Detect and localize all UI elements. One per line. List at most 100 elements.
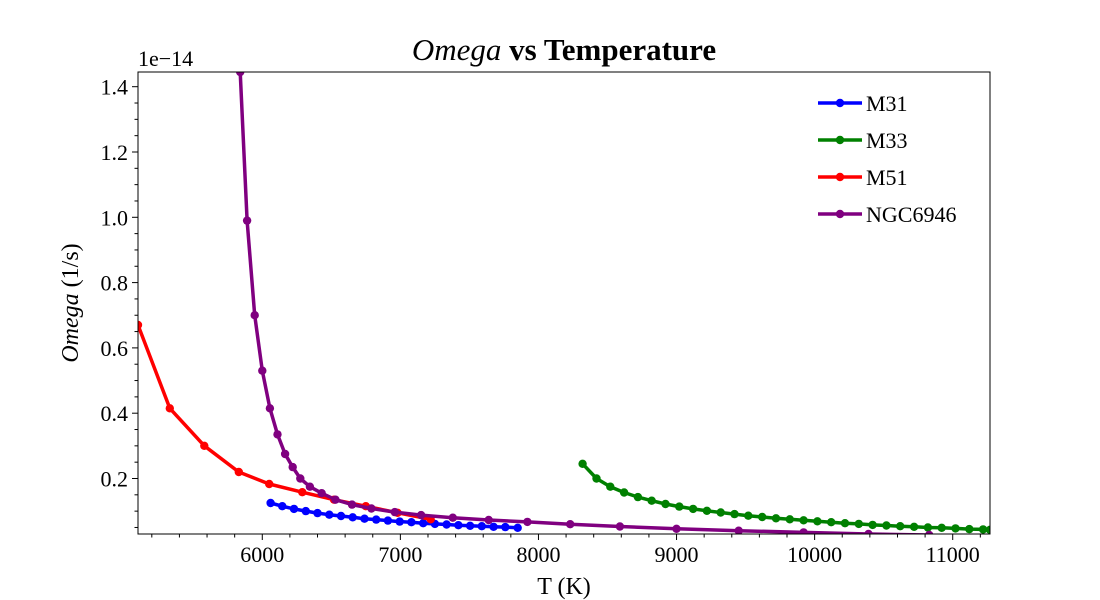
data-point-ngc6946 [305,482,315,491]
data-point-m33 [985,525,990,534]
data-point-ngc6946 [799,528,808,534]
y-tick-label: 0.2 [101,466,129,491]
data-point-ngc6946 [523,517,532,527]
data-point-ngc6946 [390,507,399,517]
x-tick-label: 10000 [787,542,842,567]
data-point-ngc6946 [416,510,426,520]
data-point-ngc6946 [484,515,493,525]
data-point-m31 [419,519,428,528]
plot-frame [137,71,991,535]
data-point-ngc6946 [615,522,625,531]
data-point-m31 [465,521,475,530]
data-point-m31 [278,502,287,511]
data-point-m51 [265,479,274,489]
data-point-m33 [896,522,905,531]
y-tick-label: 0.6 [101,336,129,361]
data-point-m51 [298,488,307,497]
chart-title-italic: Omega [412,32,502,67]
data-point-m33 [619,488,629,497]
x-tick-label: 9000 [655,542,699,567]
data-point-m31 [383,516,393,525]
data-point-m33 [647,496,656,505]
chart-title-rest: vs Temperature [501,32,716,67]
x-tick-label: 8000 [516,542,560,567]
y-tick-label: 1.4 [101,75,129,100]
data-point-m33 [840,519,850,528]
data-point-ngc6946 [280,449,290,459]
y-offset-text: 1e−14 [138,46,193,71]
chart-title: Omega vs Temperature [412,32,716,67]
data-point-m31 [325,510,334,519]
data-point-ngc6946 [566,520,575,529]
data-point-m33 [730,509,739,519]
data-point-m33 [978,525,988,534]
data-point-m31 [395,517,404,526]
y-tick-label: 0.8 [101,271,129,296]
x-tick-label: 11000 [926,542,980,567]
y-axis-label-rest: (1/s) [58,243,84,293]
y-axis: 0.2 0.4 0.6 0.8 1.0 1.2 1.4 [101,75,138,528]
data-point-m33 [909,522,919,531]
data-point-ngc6946 [331,495,340,504]
x-tick-label: 7000 [378,542,422,567]
data-point-ngc6946 [347,500,357,509]
data-point-m51 [234,467,243,477]
legend-marker-m33 [835,135,845,145]
data-point-m31 [313,508,322,518]
y-tick-label: 1.2 [101,140,129,165]
data-point-m33 [702,506,712,515]
legend-label-m51: M51 [866,165,908,190]
series-line-m51 [138,324,432,522]
data-point-m31 [360,514,369,523]
data-point-m31 [454,521,463,530]
data-point-m31 [336,511,346,521]
data-point-m31 [289,504,299,514]
y-tick-label: 0.4 [101,401,129,426]
data-point-m31 [301,506,310,516]
data-point-m33 [688,504,698,514]
data-point-m33 [578,459,587,468]
data-point-ngc6946 [258,366,267,375]
data-point-m31 [407,518,416,527]
data-point-m33 [716,508,725,517]
data-point-m51 [165,404,174,413]
data-point-ngc6946 [236,72,245,77]
data-point-m33 [633,492,643,502]
data-point-m33 [592,474,601,483]
data-point-m31 [348,513,357,522]
data-point-m51 [138,320,143,330]
data-point-ngc6946 [734,526,743,534]
x-axis-label: T (K) [537,574,591,600]
data-point-m33 [937,523,946,532]
data-point-ngc6946 [367,504,376,513]
legend-label-ngc6946: NGC6946 [866,202,956,227]
data-point-m51 [200,441,209,450]
data-point-m31 [372,515,381,524]
data-point-m33 [965,524,974,534]
data-point-m33 [799,516,808,525]
series-line-m31 [270,501,518,530]
data-point-ngc6946 [265,404,275,413]
data-point-ngc6946 [864,529,873,534]
y-tick-label: 1.0 [101,205,129,230]
data-point-m33 [675,502,684,511]
y-axis-label: Omega (1/s) [58,243,84,362]
data-point-m31 [501,522,510,532]
data-point-m31 [477,522,486,531]
y-axis-label-italic: Omega [58,293,84,362]
plot-layer [138,72,990,534]
data-point-m33 [606,482,615,491]
data-point-ngc6946 [296,474,305,483]
x-tick-label: 6000 [240,542,284,567]
data-point-m33 [868,520,877,530]
legend: M31 M33 M51 NGC6946 [818,91,956,227]
data-point-m33 [827,518,836,527]
data-point-ngc6946 [242,216,252,225]
data-point-m31 [489,522,498,531]
series-line-ngc6946 [238,72,930,534]
data-point-m33 [854,519,863,529]
data-point-m33 [813,517,822,526]
data-point-m31 [513,523,522,532]
data-point-ngc6946 [273,430,282,439]
